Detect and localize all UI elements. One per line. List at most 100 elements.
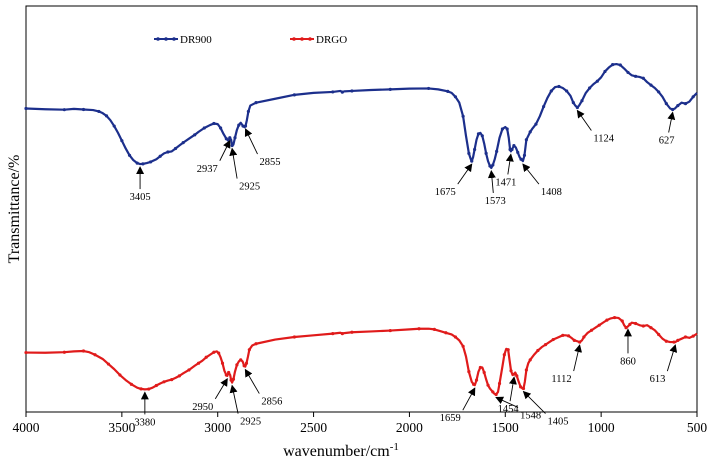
x-axis-title: wavenumber/cm-1 [283, 441, 399, 460]
data-point-drgo [212, 350, 216, 354]
data-point-drgo [561, 333, 565, 337]
annotation-arrow [229, 147, 238, 179]
data-point-drgo [242, 364, 246, 368]
data-point-drgo [676, 338, 680, 342]
data-point-dr900 [528, 130, 532, 134]
data-point-dr900 [626, 70, 630, 75]
annotation-label: 613 [650, 374, 666, 385]
data-point-dr900 [484, 151, 488, 155]
data-point-drgo [154, 383, 158, 388]
data-point-drgo [506, 348, 510, 352]
data-point-dr900 [218, 126, 223, 130]
data-point-drgo [177, 374, 181, 378]
peak-annotation-dr900-1471: 1471 [495, 153, 516, 188]
annotation-arrow [244, 368, 260, 394]
data-point-dr900 [292, 93, 296, 97]
data-point-dr900 [467, 151, 471, 155]
peak-annotation-dr900-3405: 3405 [130, 166, 151, 203]
data-point-dr900 [158, 154, 162, 158]
data-point-drgo [220, 361, 225, 365]
x-tick-label: 3000 [204, 420, 231, 435]
peak-annotation-dr900-1675: 1675 [435, 163, 473, 198]
peak-annotation-dr900-2855: 2855 [244, 128, 281, 168]
annotation-label: 2925 [240, 417, 261, 428]
data-point-dr900 [427, 86, 431, 91]
data-point-drgo [582, 335, 586, 339]
data-point-drgo [486, 383, 490, 387]
data-point-dr900 [135, 161, 139, 165]
peak-annotation-dr900-627: 627 [659, 111, 676, 146]
data-point-drgo [244, 361, 249, 365]
data-point-dr900 [676, 103, 680, 108]
annotation-arrow [522, 390, 546, 414]
x-tick-label: 4000 [13, 420, 40, 435]
annotation-label: 1112 [551, 374, 571, 385]
data-point-dr900 [480, 134, 484, 138]
data-point-drgo [254, 342, 258, 346]
x-tick-label: 3500 [108, 420, 135, 435]
data-point-drgo [388, 328, 392, 333]
data-point-dr900 [104, 114, 109, 118]
x-tick-label: 1000 [588, 420, 615, 435]
data-point-dr900 [476, 132, 481, 136]
data-point-drgo [578, 340, 582, 344]
data-point-dr900 [549, 89, 553, 93]
data-point-dr900 [112, 124, 116, 128]
data-point-drgo [129, 382, 134, 386]
data-point-drgo [147, 387, 151, 391]
data-point-dr900 [634, 74, 638, 78]
peak-annotation-drgo-1454: 1454 [498, 376, 519, 415]
annotation-label: 1548 [520, 410, 541, 421]
data-point-drgo [536, 348, 540, 353]
data-point-dr900 [519, 157, 523, 161]
annotation-label: 1675 [435, 187, 456, 198]
annotation-label: 2856 [261, 397, 282, 408]
data-point-drgo [478, 365, 482, 370]
annotation-label: 627 [659, 135, 675, 146]
data-point-dr900 [446, 89, 450, 93]
data-point-drgo [196, 361, 201, 365]
data-point-dr900 [141, 162, 145, 166]
data-point-dr900 [611, 63, 615, 67]
data-point-dr900 [149, 160, 153, 164]
data-point-drgo [106, 362, 111, 366]
data-point-drgo [417, 327, 421, 331]
data-point-dr900 [557, 84, 561, 89]
data-point-drgo [444, 331, 448, 335]
legend-marker [300, 37, 304, 41]
data-point-dr900 [237, 123, 241, 127]
annotation-label: 3380 [134, 417, 155, 428]
data-point-dr900 [246, 109, 250, 114]
annotation-label: 2925 [239, 182, 260, 193]
data-point-dr900 [603, 69, 607, 74]
peak-annotation-drgo-2856: 2856 [244, 368, 282, 408]
data-point-dr900 [233, 136, 237, 140]
peak-annotation-dr900-2937: 2937 [197, 139, 231, 175]
annotation-arrow [229, 384, 239, 414]
data-point-dr900 [534, 122, 538, 126]
data-point-drgo [340, 332, 344, 336]
data-point-dr900 [166, 150, 170, 154]
data-point-dr900 [491, 163, 495, 167]
peak-annotation-drgo-1548: 1548 [495, 396, 541, 421]
data-point-dr900 [181, 141, 185, 145]
data-point-dr900 [657, 90, 661, 94]
data-point-drgo [217, 351, 221, 355]
x-tick-label: 2500 [300, 420, 327, 435]
data-point-drgo [497, 381, 502, 386]
annotation-arrow [509, 376, 517, 402]
annotation-label: 1408 [541, 187, 562, 198]
data-point-drgo [515, 374, 519, 378]
data-point-dr900 [580, 99, 584, 103]
series-layer [24, 62, 698, 397]
data-point-dr900 [671, 107, 675, 112]
data-point-dr900 [350, 89, 354, 93]
y-axis-title: Transmittance/% [6, 155, 23, 264]
data-point-drgo [93, 353, 97, 357]
data-point-drgo [331, 332, 335, 336]
data-point-drgo [509, 369, 513, 373]
data-point-dr900 [24, 106, 28, 111]
peak-annotation-drgo-1405: 1405 [522, 390, 568, 428]
annotation-label: 2937 [197, 164, 218, 175]
annotation-arrow [214, 378, 228, 400]
